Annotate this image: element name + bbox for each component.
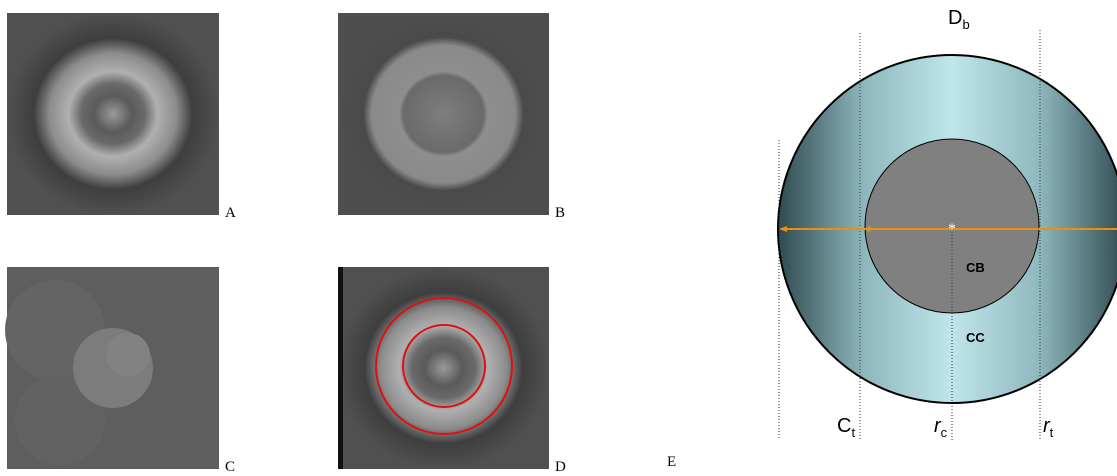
figure: A B C D E * Db CB CC Ct rc rt: [0, 0, 1117, 476]
panel-label: A: [225, 205, 236, 221]
diameter-label: Db: [948, 7, 970, 32]
symbol: C: [837, 415, 851, 437]
dimension-label: rt: [1043, 415, 1054, 440]
dimension-label: Ct: [837, 415, 855, 440]
dimension-label: rc: [934, 415, 948, 440]
svg-text:*: *: [948, 221, 956, 238]
panel-label: C: [225, 459, 235, 475]
core-label: CB: [966, 260, 985, 275]
panel-label: D: [555, 459, 566, 475]
diagram: *: [778, 30, 1117, 440]
panel-images: [5, 13, 549, 469]
shell-label: CC: [966, 330, 985, 345]
panel-label: E: [667, 454, 676, 470]
symbol: D: [948, 7, 962, 29]
subscript: c: [941, 425, 948, 440]
subscript: t: [1050, 425, 1054, 440]
subscript: b: [962, 17, 969, 32]
panel-label: B: [555, 205, 565, 221]
subscript: t: [851, 425, 855, 440]
